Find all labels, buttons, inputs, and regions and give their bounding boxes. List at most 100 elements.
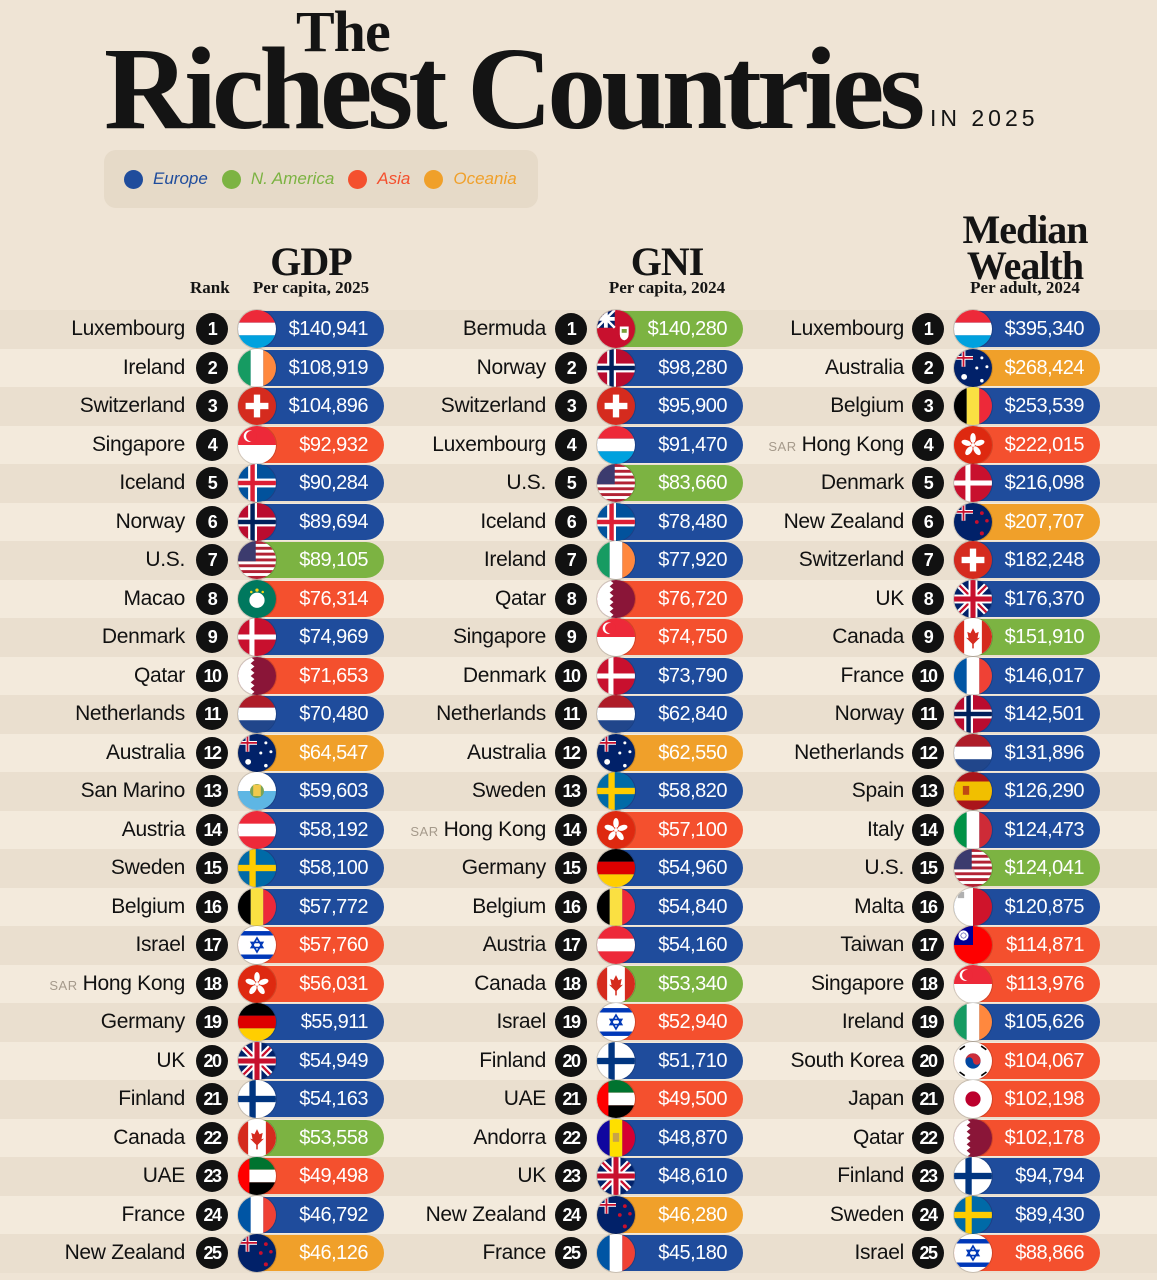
rank-badge: 11 xyxy=(555,698,587,730)
country-name: SAR Hong Kong xyxy=(410,811,546,849)
country-name: Netherlands xyxy=(436,695,546,733)
southkorea-flag-icon xyxy=(954,1041,992,1080)
country-label: U.S. xyxy=(145,548,185,571)
rank-badge: 17 xyxy=(196,929,228,961)
rank-badge: 21 xyxy=(555,1083,587,1115)
rank-badge: 5 xyxy=(912,467,944,499)
country-name: Belgium xyxy=(472,888,546,926)
gni-row: Belgium 16 $54,840 xyxy=(0,887,1157,926)
rank-badge: 3 xyxy=(196,390,228,422)
gdp-row: UK 20 $54,949 xyxy=(0,1041,1157,1080)
legend-label-asia: Asia xyxy=(377,169,411,188)
country-name: Switzerland xyxy=(798,541,905,579)
belgium-flag-icon xyxy=(597,887,635,926)
country-name: Austria xyxy=(121,811,186,849)
rank-badge: 16 xyxy=(196,890,228,923)
us-flag-icon xyxy=(238,541,276,579)
country-label: Belgium xyxy=(830,394,904,417)
country-name: Singapore xyxy=(92,426,185,464)
country-name: Luxembourg xyxy=(432,426,546,464)
ireland-flag-icon xyxy=(954,1003,992,1041)
country-name: U.S. xyxy=(864,849,904,887)
country-label: Ireland xyxy=(122,355,185,379)
sweden-flag-icon xyxy=(238,849,276,887)
gdp-row: San Marino 13 $59,603 xyxy=(0,772,1157,810)
luxembourg-flag-icon xyxy=(597,425,635,464)
country-label: Austria xyxy=(121,817,186,841)
country-label: Netherlands xyxy=(436,702,546,725)
wealth-row: Denmark 5 $216,098 xyxy=(0,464,1157,502)
gni-row: UAE 21 $49,500 xyxy=(0,1080,1157,1118)
rank-badge: 14 xyxy=(555,813,587,846)
country-name: Italy xyxy=(867,811,904,849)
legend-item-asia: Asia xyxy=(348,169,410,189)
gdp-row: Finland 21 $54,163 xyxy=(0,1080,1157,1118)
country-name: Qatar xyxy=(134,657,185,695)
luxembourg-flag-icon xyxy=(238,310,276,348)
gdp-row: U.S. 7 $89,105 xyxy=(0,541,1157,579)
wealth-row: Sweden 24 $89,430 xyxy=(0,1195,1157,1234)
rank-badge: 22 xyxy=(912,1121,944,1154)
country-label: Sweden xyxy=(110,856,185,879)
taiwan-flag-icon xyxy=(954,926,992,964)
qatar-flag-icon xyxy=(597,579,635,618)
country-name: Malta xyxy=(854,888,904,926)
gdp-row: Canada 22 $53,558 xyxy=(0,1118,1157,1157)
country-label: UAE xyxy=(503,1087,547,1110)
rank-header: Rank xyxy=(190,278,230,297)
country-label: Belgium xyxy=(111,894,185,918)
wealth-row: Netherlands 12 $131,896 xyxy=(0,733,1157,772)
country-name: Netherlands xyxy=(794,734,904,772)
gni-row: UK 23 $48,610 xyxy=(0,1157,1157,1195)
rank-badge: 3 xyxy=(912,390,944,422)
rank-badge: 19 xyxy=(555,1006,587,1038)
malta-flag-icon xyxy=(954,887,992,926)
canada-flag-icon xyxy=(238,1118,276,1157)
gni-row: Finland 20 $51,710 xyxy=(0,1041,1157,1080)
country-label: Taiwan xyxy=(840,933,904,956)
finland-flag-icon xyxy=(597,1041,635,1080)
norway-flag-icon xyxy=(238,502,276,541)
country-name: France xyxy=(840,657,904,695)
netherlands-flag-icon xyxy=(238,695,276,733)
gdp-row: Luxembourg 1 $140,941 xyxy=(0,310,1157,348)
country-label: Switzerland xyxy=(798,548,905,571)
country-label: Bermuda xyxy=(462,317,546,340)
rank-badge: 23 xyxy=(196,1160,228,1192)
rank-badge: 9 xyxy=(196,621,228,653)
rank-badge: 1 xyxy=(196,313,228,345)
country-name: Andorra xyxy=(473,1119,546,1157)
spain-flag-icon xyxy=(954,772,992,810)
country-label: Macao xyxy=(123,586,185,610)
wealth-row: Italy 14 $124,473 xyxy=(0,810,1157,849)
country-name: Israel xyxy=(854,1234,904,1272)
country-label: New Zealand xyxy=(425,1202,547,1226)
gdp-row: New Zealand 25 $46,126 xyxy=(0,1234,1157,1272)
legend-item-europe: Europe xyxy=(124,169,208,189)
singapore-flag-icon xyxy=(954,964,992,1003)
uk-flag-icon xyxy=(238,1041,276,1080)
macao-flag-icon xyxy=(238,579,276,618)
rank-badge: 8 xyxy=(912,582,944,615)
gdp-row: SAR Hong Kong 18 $56,031 xyxy=(0,964,1157,1003)
gdp-row: Austria 14 $58,192 xyxy=(0,810,1157,849)
wealth-row: Finland 23 $94,794 xyxy=(0,1157,1157,1195)
rank-badge: 2 xyxy=(912,351,944,384)
country-label: Netherlands xyxy=(794,740,904,764)
hongkong-flag-icon xyxy=(238,964,276,1003)
country-name: Luxembourg xyxy=(790,310,904,348)
country-label: Denmark xyxy=(820,471,904,494)
country-label: Japan xyxy=(848,1087,904,1110)
gdp-row: France 24 $46,792 xyxy=(0,1195,1157,1234)
country-label: France xyxy=(482,1241,546,1264)
rank-badge: 15 xyxy=(912,852,944,884)
israel-flag-icon xyxy=(954,1234,992,1272)
legend-label-europe: Europe xyxy=(153,169,208,188)
rank-badge: 16 xyxy=(555,890,587,923)
country-label: France xyxy=(840,663,904,687)
country-label: UK xyxy=(875,586,904,610)
country-name: Qatar xyxy=(853,1119,904,1157)
sweden-flag-icon xyxy=(597,772,635,810)
country-name: Sweden xyxy=(111,849,185,887)
denmark-flag-icon xyxy=(597,656,635,695)
